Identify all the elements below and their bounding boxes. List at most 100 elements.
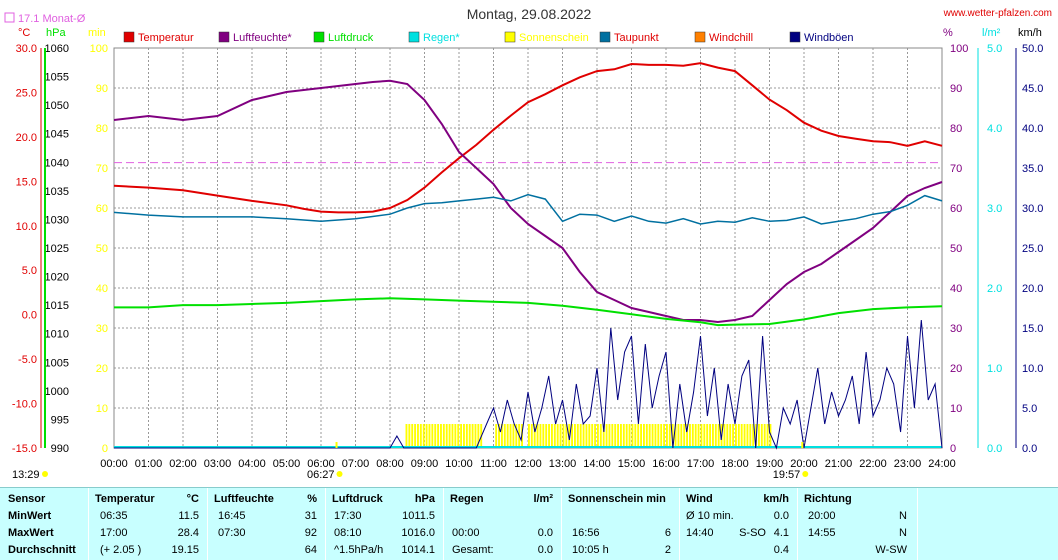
sunshine-bar: [643, 424, 645, 448]
sunshine-bar: [477, 424, 480, 448]
wind-tick-label: 10.0: [1022, 363, 1043, 375]
x-tick-label: 08:00: [376, 458, 404, 470]
row-label: MinWert: [8, 510, 52, 522]
sunshine-bar: [528, 424, 530, 448]
wind-gust-line: [114, 319, 943, 450]
table-column-divider: [797, 488, 798, 560]
humidity-time: 07:30: [218, 527, 246, 539]
sunshine-bar: [509, 424, 512, 448]
sunshine-bar: [611, 424, 614, 448]
sunshine-bar: [425, 424, 428, 448]
humidity-tick-label: 30: [950, 323, 962, 335]
header-pressure-unit: hPa: [414, 493, 435, 505]
wind-tick-label: 15.0: [1022, 323, 1043, 335]
temperature-tick-label: -10.0: [12, 399, 37, 411]
sunshine-bar: [666, 424, 668, 448]
sunshine-bar: [674, 424, 677, 448]
x-tick-label: 23:00: [894, 458, 922, 470]
sunshine-bar: [422, 424, 425, 448]
sunshine-bar: [763, 424, 766, 448]
sunshine-bar: [677, 424, 680, 448]
humidity-tick-label: 0: [950, 443, 956, 455]
sunshine-bar: [769, 424, 772, 448]
sunshine-bar: [605, 424, 608, 448]
header-sensor: Sensor: [8, 493, 46, 505]
sunshine-bar: [408, 424, 411, 448]
sunshine-bar: [574, 424, 576, 448]
sunshine-bar: [474, 424, 477, 448]
weather-chart: 30.0 25.0 20.0 15.0 10.0 5.0 0.0 -5.0 -10.0 -15.0…: [4, 12, 1043, 481]
rain-time: 00:00: [452, 527, 480, 539]
sunrise-time: 06:27: [307, 469, 335, 481]
temperature-time: 17:00: [100, 527, 128, 539]
legend-swatch: [599, 31, 611, 43]
x-tick-label: 22:00: [859, 458, 887, 470]
pressure-tick-label: 1045: [45, 129, 69, 141]
sunshine-bar: [625, 424, 628, 448]
header-sunshine: Sonnenschein min: [568, 493, 666, 505]
pressure-time: ^1.5hPa/h: [334, 544, 384, 556]
wind-unit: km/h: [1018, 27, 1042, 39]
sunshine-bar: [498, 424, 500, 448]
table-column-divider: [443, 488, 444, 560]
temperature-value: 11.5: [178, 510, 199, 522]
wind-direction: S-SO: [739, 527, 766, 539]
temperature-time: 06:35: [100, 510, 128, 522]
temperature-tick-label: 20.0: [16, 132, 37, 144]
x-tick-label: 02:00: [169, 458, 197, 470]
sunshine-bar: [729, 424, 732, 448]
sunshine-bar: [683, 424, 686, 448]
header-direction: Richtung: [804, 493, 852, 505]
sunshine-bar: [562, 424, 565, 448]
wind-time: Ø 10 min.: [686, 510, 734, 522]
sunshine-tick-label: 20: [96, 363, 108, 375]
sunshine-bar: [533, 424, 536, 448]
wind-value: 0.4: [773, 544, 789, 556]
sunshine-bar: [645, 424, 648, 448]
sunset-sun-icon: [802, 471, 809, 477]
x-tick-label: 09:00: [411, 458, 439, 470]
pressure-time: 17:30: [334, 510, 362, 522]
sunshine-bar: [749, 424, 752, 448]
page-title: Montag, 29.08.2022: [466, 6, 592, 22]
sunshine-bar: [556, 424, 559, 448]
sunshine-bar: [740, 424, 743, 448]
sunshine-bar: [553, 424, 556, 448]
x-tick-label: 19:00: [756, 458, 784, 470]
sunshine-bar: [539, 424, 542, 448]
header-pressure: Luftdruck: [332, 493, 383, 505]
sunshine-bar: [732, 424, 734, 448]
sunshine-bar: [637, 424, 640, 448]
temperature-tick-label: 25.0: [16, 87, 37, 99]
sunshine-bar: [648, 424, 651, 448]
sunshine-bar: [445, 424, 448, 448]
sunshine-bar: [599, 424, 602, 448]
sunshine-bar: [608, 424, 611, 448]
sunshine-bar: [548, 424, 550, 448]
sunshine-bar: [766, 424, 769, 448]
humidity-tick-label: 40: [950, 283, 962, 295]
site-link[interactable]: www.wetter-pfalzen.com: [943, 8, 1052, 19]
x-tick-label: 13:00: [549, 458, 577, 470]
temperature-tick-label: -5.0: [18, 354, 37, 366]
pressure-unit: hPa: [46, 27, 66, 39]
x-tick-label: 18:00: [721, 458, 749, 470]
x-tick-label: 11:00: [480, 458, 507, 470]
sunshine-bar: [500, 424, 503, 448]
sunshine-bar: [411, 424, 414, 448]
temperature-value: 28.4: [177, 527, 199, 539]
humidity-line: [113, 79, 943, 324]
pressure-tick-label: 1005: [45, 357, 69, 369]
x-tick-label: 06:00: [307, 458, 335, 470]
x-tick-label: 16:00: [652, 458, 680, 470]
sunshine-bar: [582, 424, 585, 448]
pressure-line: [114, 297, 943, 327]
x-tick-label: 07:00: [342, 458, 370, 470]
sunshine-tick-label: 100: [90, 43, 108, 55]
table-column-divider: [917, 488, 918, 560]
average-legend-box: [4, 12, 15, 23]
sunshine-bar: [620, 424, 622, 448]
sunshine-bar: [691, 424, 694, 448]
wind-tick-label: 45.0: [1022, 83, 1043, 95]
table-column-divider: [207, 488, 208, 560]
